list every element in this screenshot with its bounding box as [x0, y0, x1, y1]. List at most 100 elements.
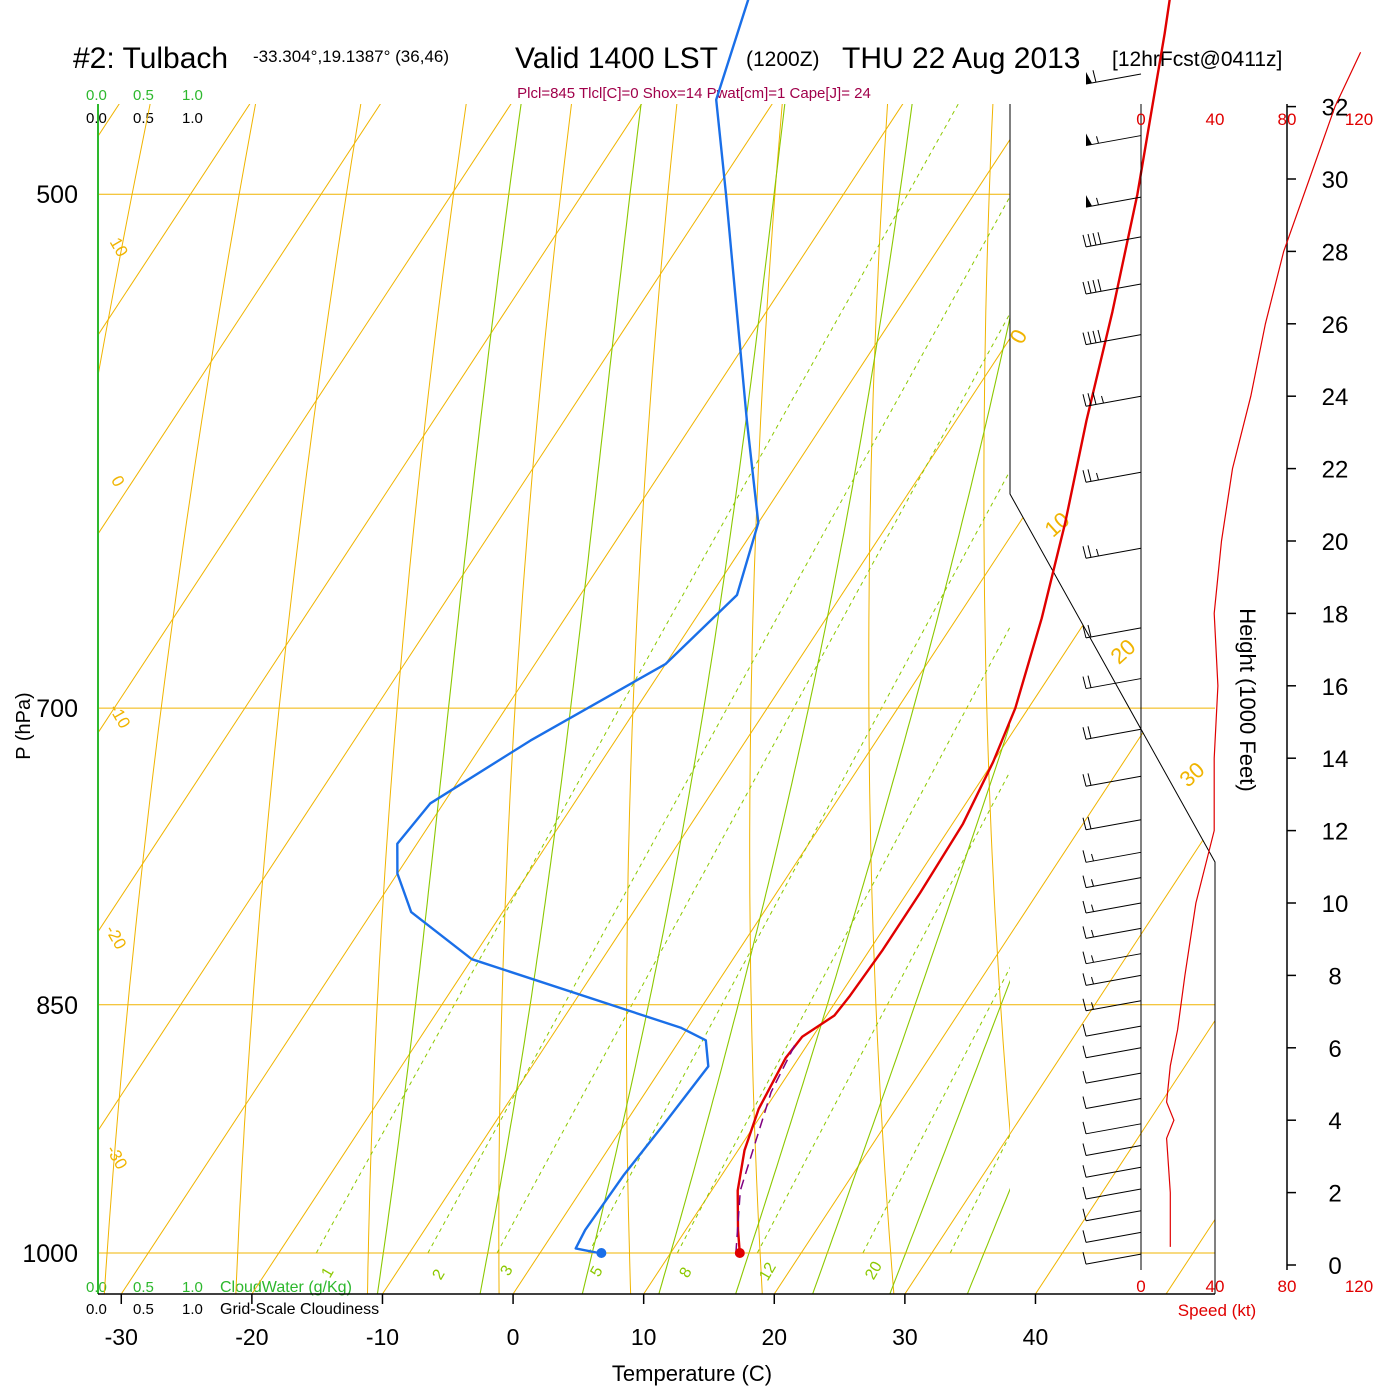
cloud-scale-tick: 0.0: [86, 110, 107, 127]
wind-barb-flag: [1087, 393, 1092, 406]
dry-adiabat-label: -10: [105, 701, 134, 732]
isotherm-line: [98, 104, 980, 1294]
x-axis-title: Temperature (C): [612, 1361, 772, 1386]
wind-barb-staff: [1085, 1000, 1142, 1012]
moist-adiabat-line: [479, 104, 642, 1294]
isotherm-line: [98, 104, 1215, 1294]
wind-barb-flag: [1082, 625, 1087, 639]
wind-barb: [1082, 392, 1142, 407]
height-tick-label: 4: [1328, 1108, 1341, 1135]
temperature-line: [736, 0, 1171, 1254]
speed-axis-title: Speed (kt): [1178, 1301, 1256, 1320]
isobars: [98, 193, 1215, 1254]
wind-barb-pennant: [1086, 72, 1092, 85]
wind-barb-staff: [1085, 73, 1142, 85]
height-tick-label: 28: [1322, 239, 1349, 266]
wind-barb: [1082, 1121, 1142, 1135]
wind-barb-staff: [1085, 1231, 1142, 1243]
wind-barb-flag: [1082, 774, 1087, 787]
mixing-ratio-line: [862, 966, 1010, 1254]
wind-barb: [1082, 850, 1142, 863]
wind-barb: [1082, 900, 1142, 914]
wind-barb-flag: [1082, 1143, 1087, 1156]
wind-barb: [1082, 545, 1142, 559]
wind-barb: [1082, 624, 1142, 639]
height-tick-label: 22: [1322, 457, 1349, 484]
wind-barb-flag: [1097, 279, 1102, 292]
wind-barb-flag: [1082, 1121, 1087, 1134]
wind-barb-half-flag: [1091, 976, 1094, 985]
wind-barb-flag: [1082, 951, 1087, 964]
pressure-tick-label: 700: [36, 695, 78, 723]
wind-barb-flag: [1087, 469, 1092, 482]
wind-barb-staff: [1085, 1072, 1142, 1084]
wind-barb: [1085, 70, 1142, 85]
wind-barb: [1082, 726, 1142, 740]
height-tick-label: 20: [1322, 529, 1349, 556]
height-tick-label: 18: [1322, 601, 1349, 628]
wind-barb-staff: [1085, 135, 1142, 147]
dry-adiabat-line: [868, 104, 895, 1294]
cloud-scale-tick: 1.0: [182, 1279, 203, 1296]
y-axis-title: P (hPa): [13, 692, 35, 759]
height-tick-label: 14: [1322, 746, 1349, 773]
cloud-scale-tick: 0.5: [133, 1279, 154, 1296]
forecast-cycle: [12hrFcst@0411z]: [1112, 48, 1282, 71]
wind-barb-half-flag: [1091, 929, 1094, 938]
utc-time: (1200Z): [746, 48, 820, 71]
wind-barb-flag: [1082, 727, 1087, 740]
wind-barb-flag: [1082, 1045, 1087, 1058]
wind-barb-flag: [1092, 330, 1097, 343]
speed-tick-label-bottom: 40: [1206, 1277, 1225, 1296]
cloud-scale-tick: 0.0: [86, 87, 107, 104]
isotherm-line: [313, 104, 1215, 1294]
pressure-tick-label: 850: [36, 992, 78, 1020]
speed-tick-label-top: 40: [1206, 110, 1225, 129]
wind-barb: [1082, 1252, 1142, 1265]
dry-adiabats: [98, 104, 1010, 1294]
cloud-scale-tick: 0.0: [86, 1279, 107, 1296]
cloud-scale-top: 0.0 0.5 1.0 0.0 0.5 1.0: [86, 87, 203, 127]
dewpoint-line: [396, 0, 760, 1255]
wind-barb-half-flag: [1091, 955, 1094, 963]
x-tick-label: 40: [1023, 1324, 1049, 1350]
wind-barb-flag: [1092, 280, 1097, 293]
wind-barb-flag: [1092, 232, 1097, 246]
wind-barb-flag: [1082, 1071, 1087, 1084]
x-tick-label: 30: [892, 1324, 918, 1350]
cloud-scale-tick: 0.5: [133, 1301, 154, 1318]
isotherm-line: [705, 104, 1215, 1294]
wind-barb-staff: [1085, 547, 1142, 559]
height-tick-label: 6: [1328, 1036, 1341, 1063]
wind-barb-half-flag: [1096, 136, 1099, 144]
wind-barb-flag: [1082, 281, 1087, 295]
moist-adiabat-label: 20: [1106, 634, 1141, 669]
moist-adiabat-label: 30: [1175, 757, 1210, 792]
dry-adiabat-label: 10: [106, 234, 132, 260]
wind-barb-flag: [1087, 773, 1092, 786]
speed-tick-label-top: 120: [1345, 110, 1373, 129]
wind-barb-staff: [1085, 728, 1142, 740]
height-tick-label: 0: [1328, 1253, 1341, 1280]
mixing-ratio-line: [496, 312, 1010, 1254]
valid-time: Valid 1400 LST: [515, 42, 718, 75]
speed-tick-label-top: 80: [1278, 110, 1297, 129]
mixing-ratio-label: 20: [862, 1259, 886, 1283]
wind-barb-flag: [1082, 973, 1087, 986]
wind-barb-half-flag: [1091, 853, 1094, 862]
wind-barb-flag: [1087, 624, 1092, 638]
wind-barb-staff: [1085, 1166, 1142, 1178]
moist-adiabat-label: 0: [1004, 325, 1032, 348]
dry-adiabat-label: -30: [102, 1142, 131, 1173]
wind-barb-half-flag: [1091, 1002, 1094, 1010]
wind-barb-half-flag: [1096, 472, 1099, 481]
sounding-series: [396, 0, 1171, 1258]
wind-barb: [1082, 1165, 1142, 1178]
dry-adiabat-label: -20: [101, 922, 130, 953]
height-tick-label: 2: [1328, 1181, 1341, 1208]
isotherm-line: [443, 104, 1215, 1294]
wind-barb-staff: [1085, 1047, 1142, 1059]
